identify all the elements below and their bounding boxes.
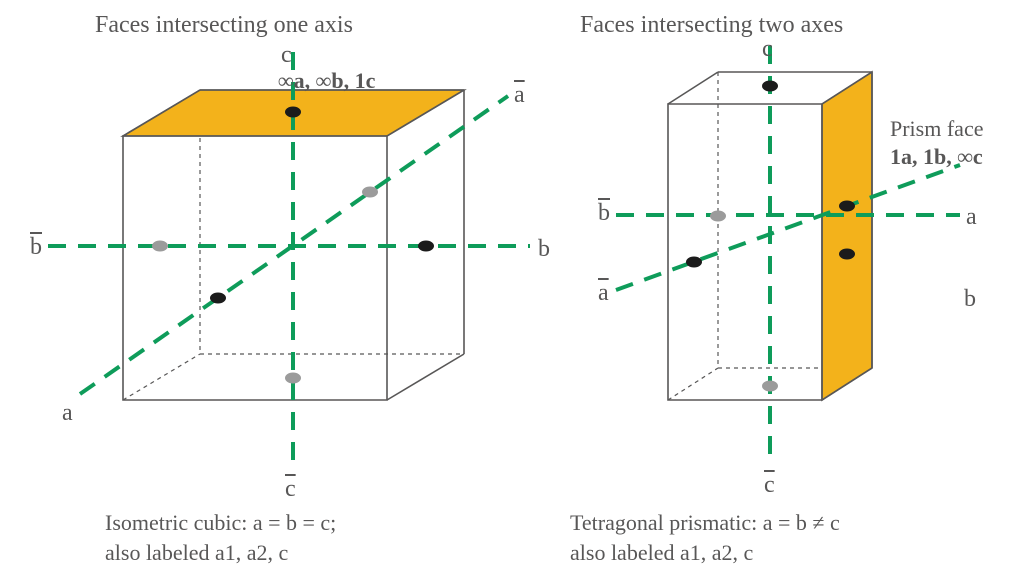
right-caption-1: Tetragonal prismatic: a = b ≠ c [570, 510, 840, 536]
right-axis-a: a [966, 204, 977, 231]
right-axis-c: c [762, 36, 773, 63]
left-axis-a-bar: a [514, 82, 525, 109]
left-annotation: ∞a, ∞b, 1c [278, 68, 375, 94]
left-caption-2: also labeled a1, a2, c [105, 540, 288, 566]
right-axis-a-bar: a [598, 280, 609, 307]
right-title: Faces intersecting two axes [580, 12, 843, 39]
left-title: Faces intersecting one axis [95, 12, 353, 39]
left-axis-b-bar: b [30, 234, 42, 261]
left-axis-c-bar: c [285, 476, 296, 503]
right-axis-b: b [964, 286, 976, 313]
left-axis-c: c [281, 42, 292, 69]
right-caption-2: also labeled a1, a2, c [570, 540, 753, 566]
right-annotation-label: Prism face [890, 116, 983, 142]
right-annotation-bold: 1a, 1b, ∞c [890, 144, 983, 170]
left-caption-1: Isometric cubic: a = b = c; [105, 510, 336, 536]
right-axis-c-bar: c [764, 472, 775, 499]
left-axis-b: b [538, 236, 550, 263]
diagram-svg [0, 0, 1024, 584]
left-axis-a: a [62, 400, 73, 427]
right-axis-b-bar: b [598, 200, 610, 227]
